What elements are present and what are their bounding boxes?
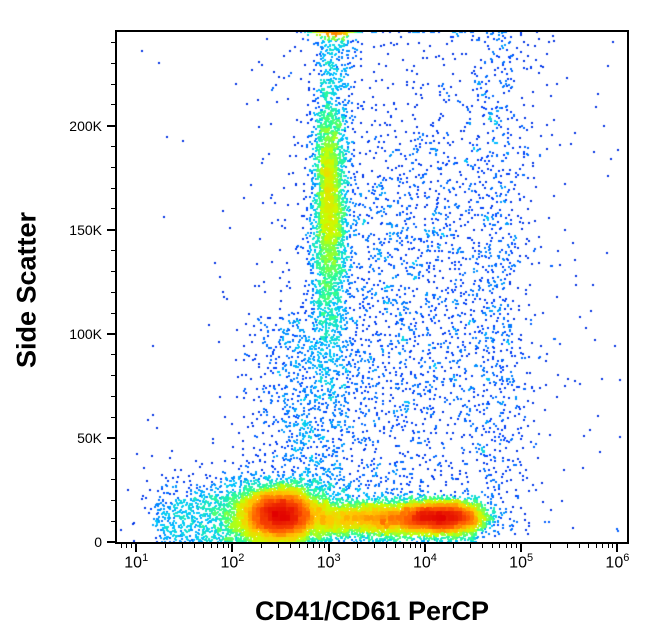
y-minor-tick (111, 354, 115, 356)
y-minor-tick (111, 312, 115, 314)
x-minor-tick (181, 544, 183, 548)
y-major-tick (107, 124, 115, 127)
x-major-tick (423, 544, 426, 552)
x-minor-tick (499, 544, 501, 548)
y-minor-tick (111, 104, 115, 106)
x-minor-tick (595, 544, 597, 548)
y-tick-label: 0 (94, 534, 102, 550)
x-minor-tick (313, 544, 315, 548)
x-minor-tick (566, 544, 568, 548)
x-minor-tick (516, 544, 518, 548)
y-minor-tick (111, 270, 115, 272)
x-minor-tick (374, 544, 376, 548)
x-minor-tick (260, 544, 262, 548)
x-tick-label: 102 (220, 552, 245, 572)
x-minor-tick (210, 544, 212, 548)
x-tick-label: 106 (605, 552, 630, 572)
x-tick-label: 101 (124, 552, 149, 572)
x-minor-tick (299, 544, 301, 548)
x-minor-tick (217, 544, 219, 548)
x-minor-tick (491, 544, 493, 548)
x-minor-tick (409, 544, 411, 548)
y-tick-label: 50K (77, 429, 102, 446)
y-minor-tick (111, 145, 115, 147)
plot-area (115, 30, 629, 544)
x-minor-tick (222, 544, 224, 548)
scatter-density-canvas (117, 32, 627, 542)
y-minor-tick (111, 520, 115, 522)
x-minor-tick (306, 544, 308, 548)
x-minor-tick (403, 544, 405, 548)
x-minor-tick (607, 544, 609, 548)
y-minor-tick (111, 291, 115, 293)
y-minor-tick (111, 62, 115, 64)
x-minor-tick (482, 544, 484, 548)
y-tick-label: 150K (69, 221, 102, 238)
y-tick-label: 200K (69, 117, 102, 134)
x-minor-tick (578, 544, 580, 548)
x-minor-tick (470, 544, 472, 548)
x-major-tick (135, 544, 138, 552)
x-minor-tick (193, 544, 195, 548)
x-major-tick (520, 544, 523, 552)
y-minor-tick (111, 479, 115, 481)
x-minor-tick (126, 544, 128, 548)
x-minor-tick (131, 544, 133, 548)
y-minor-tick (111, 374, 115, 376)
x-minor-tick (386, 544, 388, 548)
x-tick-label: 105 (509, 552, 534, 572)
x-minor-tick (277, 544, 279, 548)
x-tick-label: 103 (316, 552, 341, 572)
x-minor-tick (227, 544, 229, 548)
y-major-tick (107, 436, 115, 439)
y-major-tick (107, 332, 115, 335)
x-minor-tick (601, 544, 603, 548)
x-tick-label: 104 (412, 552, 437, 572)
y-minor-tick (111, 499, 115, 501)
y-minor-tick (111, 41, 115, 43)
x-major-tick (231, 544, 234, 552)
y-minor-tick (111, 395, 115, 397)
y-minor-tick (111, 83, 115, 85)
y-major-tick (107, 228, 115, 231)
y-minor-tick (111, 416, 115, 418)
x-minor-tick (120, 544, 122, 548)
x-minor-tick (612, 544, 614, 548)
y-minor-tick (111, 458, 115, 460)
y-minor-tick (111, 166, 115, 168)
x-major-tick (616, 544, 619, 552)
x-major-tick (327, 544, 330, 552)
y-major-tick (107, 541, 115, 543)
y-axis-title: Side Scatter (11, 211, 42, 369)
y-tick-label: 100K (69, 325, 102, 342)
x-minor-tick (289, 544, 291, 548)
y-minor-tick (111, 187, 115, 189)
x-minor-tick (395, 544, 397, 548)
x-minor-tick (415, 544, 417, 548)
x-minor-tick (318, 544, 320, 548)
y-minor-tick (111, 250, 115, 252)
x-axis-title: CD41/CD61 PerCP (254, 596, 490, 626)
x-minor-tick (164, 544, 166, 548)
x-minor-tick (323, 544, 325, 548)
x-minor-tick (203, 544, 204, 548)
x-minor-tick (549, 544, 551, 548)
y-minor-tick (111, 208, 115, 210)
x-minor-tick (587, 544, 589, 548)
x-minor-tick (357, 544, 359, 548)
x-minor-tick (453, 544, 455, 548)
x-minor-tick (505, 544, 507, 548)
x-minor-tick (420, 544, 422, 548)
x-minor-tick (511, 544, 513, 548)
